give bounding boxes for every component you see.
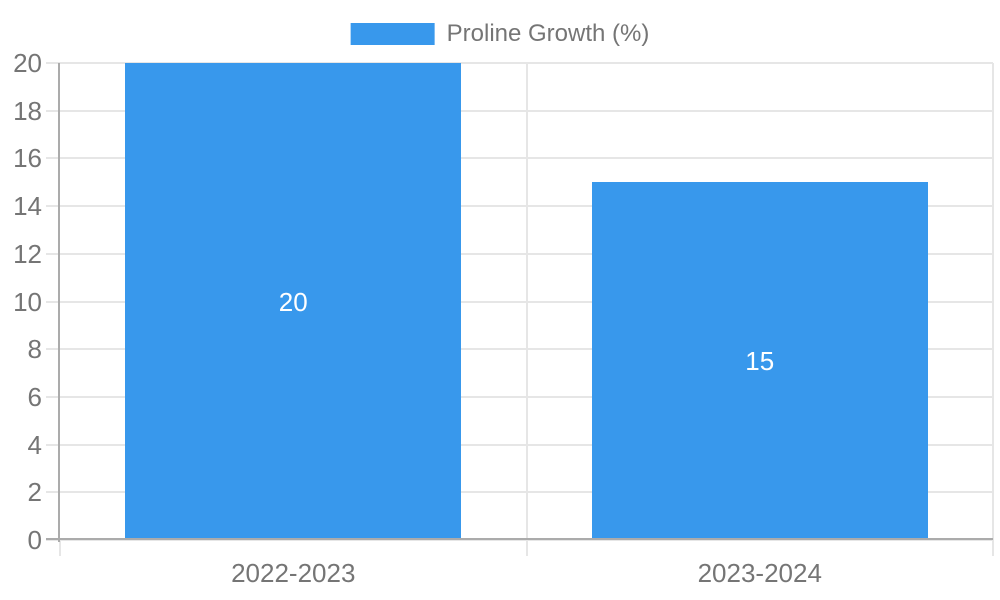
legend-label: Proline Growth (%) bbox=[446, 20, 650, 47]
x-tick-label: 2022-2023 bbox=[231, 558, 356, 588]
x-gridline bbox=[525, 63, 528, 540]
bar-value-label: 20 bbox=[278, 286, 308, 317]
bar-value-label: 15 bbox=[745, 346, 775, 377]
x-gridline bbox=[992, 63, 994, 540]
x-tick bbox=[525, 540, 528, 556]
y-tick-label: 2 bbox=[27, 477, 42, 508]
y-tick-label: 10 bbox=[13, 286, 42, 317]
y-tick bbox=[46, 348, 60, 351]
y-tick-label: 20 bbox=[13, 48, 42, 78]
y-tick-label: 4 bbox=[27, 429, 42, 460]
y-tick-label: 16 bbox=[13, 143, 42, 174]
y-tick bbox=[46, 62, 60, 64]
y-tick bbox=[46, 491, 60, 494]
x-axis-line bbox=[46, 538, 993, 540]
y-tick-label: 0 bbox=[27, 525, 42, 555]
y-tick bbox=[46, 157, 60, 160]
bar[interactable] bbox=[125, 63, 462, 540]
y-tick bbox=[46, 443, 60, 446]
legend-swatch bbox=[350, 23, 435, 45]
y-tick bbox=[46, 252, 60, 255]
y-tick-label: 12 bbox=[13, 238, 42, 269]
bar[interactable] bbox=[591, 182, 928, 540]
y-tick bbox=[46, 395, 60, 398]
x-tick bbox=[992, 540, 994, 556]
x-tick-label: 2023-2024 bbox=[697, 558, 822, 588]
y-tick bbox=[46, 300, 60, 303]
legend-item[interactable]: Proline Growth (%) bbox=[350, 20, 650, 48]
y-tick bbox=[46, 539, 60, 541]
y-tick-label: 6 bbox=[27, 381, 42, 412]
y-tick-label: 8 bbox=[27, 334, 42, 365]
y-tick-label: 14 bbox=[13, 191, 42, 222]
y-tick bbox=[46, 205, 60, 208]
x-tick bbox=[59, 540, 61, 556]
y-tick-label: 18 bbox=[13, 95, 42, 126]
y-axis-line bbox=[58, 63, 60, 542]
y-tick bbox=[46, 109, 60, 112]
